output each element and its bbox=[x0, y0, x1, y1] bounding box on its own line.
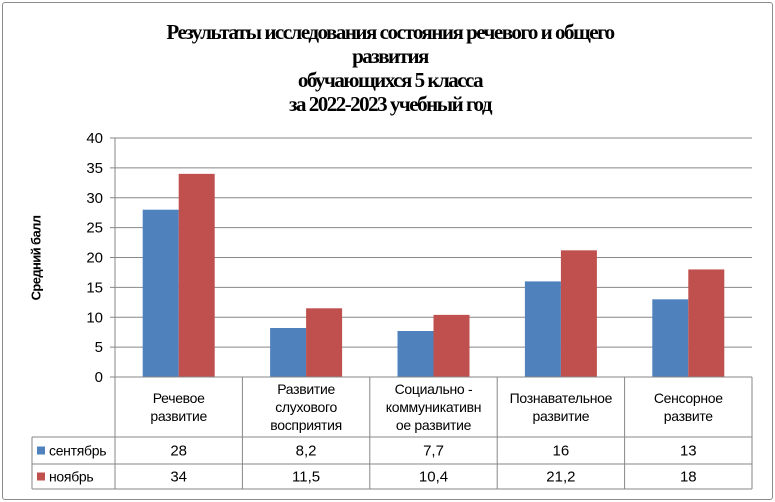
data-value-сентябрь: 8,2 bbox=[296, 443, 317, 460]
category-label: Развитие bbox=[277, 381, 335, 397]
data-value-сентябрь: 28 bbox=[170, 443, 187, 460]
y-tick-label: 35 bbox=[86, 160, 103, 177]
chart-title: Результаты исследования состояния речево… bbox=[80, 20, 700, 116]
data-value-сентябрь: 13 bbox=[680, 443, 697, 460]
data-value-ноябрь: 34 bbox=[170, 469, 187, 486]
bar-ноябрь-3 bbox=[560, 250, 597, 377]
category-label: восприятия bbox=[270, 417, 342, 433]
category-label: Сенсорное bbox=[654, 390, 723, 406]
category-label: Познавательное bbox=[510, 390, 613, 406]
y-tick-label: 10 bbox=[86, 309, 103, 326]
data-value-ноябрь: 21,2 bbox=[546, 469, 575, 486]
y-tick-label: 25 bbox=[86, 220, 103, 237]
y-tick-label: 5 bbox=[95, 339, 103, 356]
bar-ноябрь-1 bbox=[306, 308, 343, 377]
category-label: развитие bbox=[150, 408, 207, 424]
bar-сентябрь-2 bbox=[397, 330, 434, 377]
data-value-ноябрь: 10,4 bbox=[419, 469, 448, 486]
data-value-сентябрь: 7,7 bbox=[423, 443, 444, 460]
bar-сентябрь-0 bbox=[142, 209, 179, 377]
y-tick-label: 0 bbox=[95, 369, 103, 386]
category-label: коммуникативн bbox=[386, 399, 481, 415]
category-label: развитие bbox=[533, 408, 590, 424]
data-value-ноябрь: 11,5 bbox=[292, 469, 320, 486]
chart-title-line: за 2022-2023 учебный год bbox=[289, 92, 492, 116]
chart-title-line: развития bbox=[352, 44, 429, 68]
data-value-ноябрь: 18 bbox=[680, 469, 697, 486]
bar-ноябрь-4 bbox=[688, 269, 725, 377]
category-label: слухового bbox=[275, 399, 337, 415]
bar-сентябрь-4 bbox=[652, 299, 689, 377]
bar-сентябрь-1 bbox=[270, 328, 307, 377]
y-tick-label: 40 bbox=[86, 130, 103, 147]
bar-ноябрь-0 bbox=[178, 173, 215, 377]
data-value-сентябрь: 16 bbox=[553, 443, 570, 460]
y-tick-label: 15 bbox=[86, 279, 103, 296]
bar-ноябрь-2 bbox=[433, 314, 470, 377]
category-label: Социально - bbox=[395, 381, 473, 397]
chart-title-line: Результаты исследования состояния речево… bbox=[166, 20, 615, 44]
legend-swatch-ноябрь bbox=[37, 472, 45, 481]
legend-label: сентябрь bbox=[49, 443, 106, 459]
y-tick-label: 20 bbox=[86, 250, 103, 267]
chart-title-line: обучающихся 5 класса bbox=[297, 68, 484, 92]
category-label: ое развитие bbox=[396, 417, 472, 433]
category-label: развите bbox=[664, 408, 714, 424]
legend-label: ноябрь bbox=[49, 469, 93, 485]
bar-сентябрь-3 bbox=[524, 281, 561, 377]
legend-swatch-сентябрь bbox=[37, 446, 45, 455]
y-tick-label: 30 bbox=[86, 190, 103, 207]
category-label: Речевое bbox=[153, 390, 205, 406]
